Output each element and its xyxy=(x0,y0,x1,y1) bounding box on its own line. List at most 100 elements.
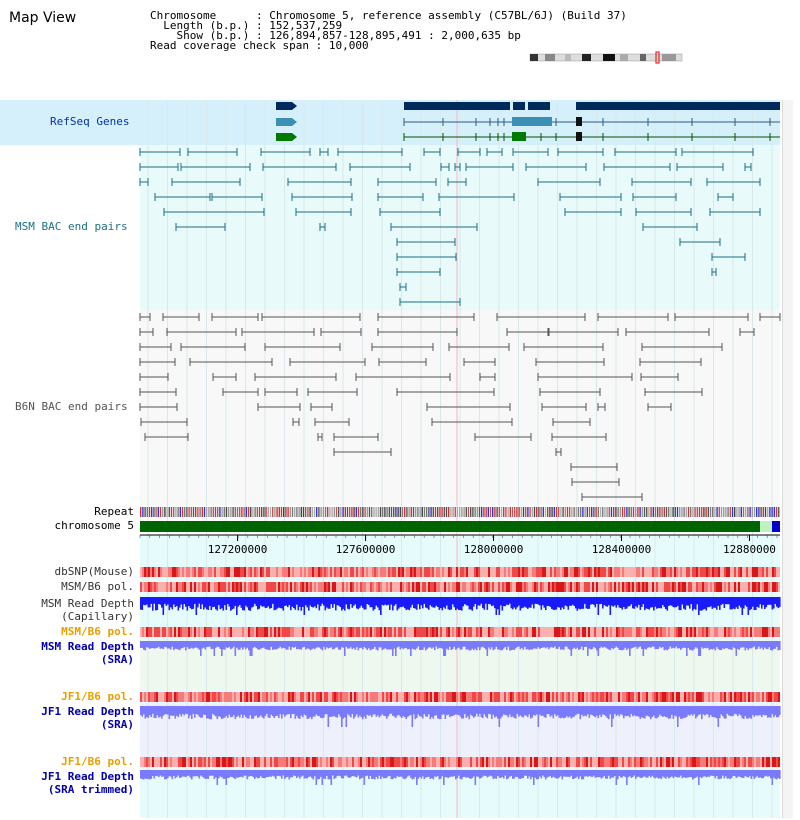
jf1-depth-sra-track[interactable] xyxy=(140,706,781,727)
depth-bar xyxy=(435,641,438,647)
pol-mark xyxy=(740,582,742,592)
repeat-mark xyxy=(311,507,313,517)
jf1-b6-pol-track[interactable] xyxy=(140,692,780,702)
pol-mark xyxy=(702,757,704,767)
pol-mark xyxy=(338,567,340,577)
depth-spike xyxy=(611,706,613,727)
depth-bar xyxy=(197,770,199,777)
jf1-depth-trimmed-track[interactable] xyxy=(140,770,781,785)
depth-bar xyxy=(237,706,240,716)
depth-bar xyxy=(185,706,187,714)
pol-mark xyxy=(414,627,416,637)
depth-bar xyxy=(302,706,304,718)
depth-bar xyxy=(647,597,649,609)
chromosome-bar[interactable] xyxy=(140,521,760,532)
pol-mark xyxy=(654,582,656,592)
pol-mark xyxy=(288,567,290,577)
pol-mark xyxy=(236,692,238,702)
pol-mark xyxy=(266,567,268,577)
depth-bar xyxy=(360,706,363,718)
depth-bar xyxy=(744,641,747,651)
vertical-scrollbar[interactable] xyxy=(782,100,793,818)
pol-mark xyxy=(568,582,570,592)
pol-mark xyxy=(754,757,756,767)
pol-mark xyxy=(632,627,634,637)
pol-mark xyxy=(736,627,738,637)
pol-mark xyxy=(302,757,304,767)
pol-mark xyxy=(448,582,450,592)
repeat-track[interactable] xyxy=(140,507,780,517)
depth-bar xyxy=(530,770,532,780)
depth-bar xyxy=(159,597,162,605)
pol-mark xyxy=(212,582,214,592)
depth-spike xyxy=(330,770,333,785)
pol-mark xyxy=(670,757,672,767)
pol-mark xyxy=(140,692,142,702)
depth-bar xyxy=(506,641,508,650)
msm-bac-track[interactable] xyxy=(139,148,761,306)
coverage-value: 10,000 xyxy=(328,39,369,52)
pol-mark xyxy=(508,582,510,592)
pol-mark xyxy=(538,627,540,637)
depth-bar xyxy=(722,597,724,604)
repeat-mark xyxy=(344,507,346,517)
depth-bar xyxy=(354,770,357,777)
depth-bar xyxy=(462,770,465,777)
pol-mark xyxy=(664,567,666,577)
pol-mark xyxy=(308,567,310,577)
msm-b6-pol-track[interactable] xyxy=(140,582,780,592)
pol-mark xyxy=(664,582,666,592)
msm-depth-capillary-track[interactable] xyxy=(140,597,781,615)
repeat-mark xyxy=(298,507,300,517)
depth-bar xyxy=(272,770,274,776)
depth-bar xyxy=(695,770,697,778)
pol-mark xyxy=(696,692,698,702)
pol-mark xyxy=(704,692,706,702)
pol-mark xyxy=(144,582,146,592)
pol-mark xyxy=(384,582,386,592)
depth-bar xyxy=(774,706,777,716)
pol-mark xyxy=(146,627,148,637)
pol-mark xyxy=(258,567,260,577)
msm-depth-sra-track[interactable] xyxy=(140,641,781,656)
pol-mark xyxy=(396,582,398,592)
pol-mark xyxy=(536,757,538,767)
dbsnp-track[interactable] xyxy=(140,567,780,577)
repeat-mark xyxy=(316,507,318,517)
pol-mark xyxy=(380,627,382,637)
pol-mark xyxy=(220,692,222,702)
depth-bar xyxy=(612,641,615,650)
depth-bar xyxy=(638,706,640,717)
depth-bar xyxy=(282,770,285,776)
depth-bar xyxy=(485,641,487,650)
depth-bar xyxy=(317,770,319,780)
chromosome-ideogram[interactable] xyxy=(529,51,683,64)
pol-mark xyxy=(556,582,558,592)
pol-mark xyxy=(290,627,292,637)
pol-mark xyxy=(458,627,460,637)
pol-mark xyxy=(484,692,486,702)
depth-bar xyxy=(641,597,643,607)
depth-bar xyxy=(476,597,478,610)
pol-mark xyxy=(248,582,250,592)
chromosome-track[interactable] xyxy=(140,521,780,532)
pol-mark xyxy=(714,627,716,637)
pol-mark xyxy=(354,627,356,637)
repeat-mark xyxy=(536,507,538,517)
depth-bar xyxy=(342,597,345,609)
depth-bar xyxy=(464,770,466,777)
jf1-b6-pol2-track[interactable] xyxy=(140,757,780,767)
msm-b6-pol2-track[interactable] xyxy=(140,627,780,637)
depth-bar xyxy=(312,597,315,608)
depth-spike xyxy=(444,641,447,656)
depth-bar xyxy=(374,706,376,715)
depth-bar xyxy=(414,597,417,609)
pol-mark xyxy=(204,692,206,702)
depth-bar xyxy=(234,706,237,719)
b6n-bac-track[interactable] xyxy=(139,313,781,501)
repeat-mark xyxy=(265,507,267,517)
depth-bar xyxy=(521,770,523,779)
depth-bar xyxy=(564,641,567,647)
refseq-genes-track[interactable] xyxy=(276,102,780,141)
